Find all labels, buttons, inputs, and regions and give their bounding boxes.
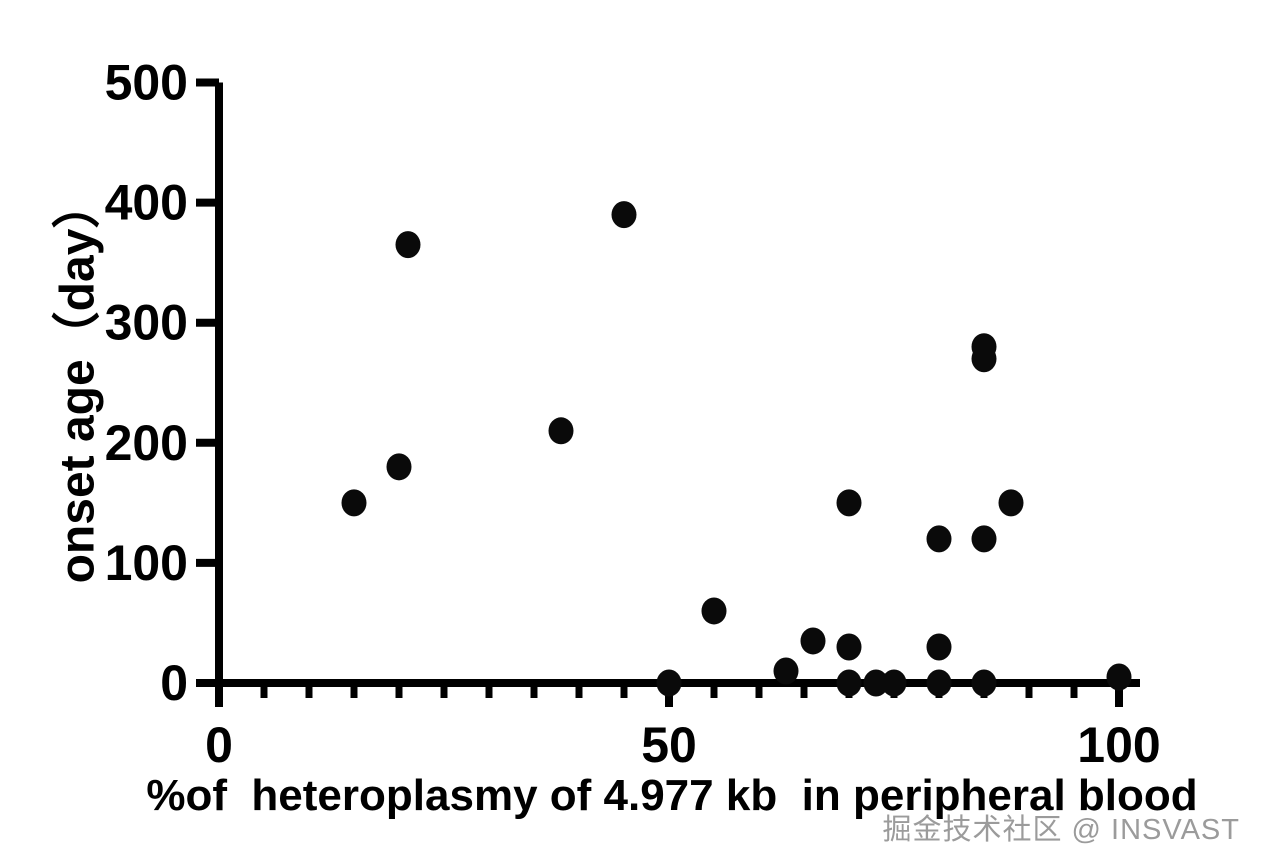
data-point bbox=[548, 417, 574, 445]
data-point bbox=[395, 231, 421, 259]
data-point bbox=[863, 669, 889, 697]
y-tick-label: 200 bbox=[105, 415, 188, 471]
y-tick-label: 300 bbox=[105, 295, 188, 351]
data-point bbox=[971, 525, 997, 553]
watermark: 掘金技术社区 @ INSVAST bbox=[882, 814, 1240, 846]
data-point bbox=[836, 489, 862, 517]
data-point bbox=[926, 525, 952, 553]
data-point bbox=[971, 669, 997, 697]
data-point bbox=[836, 633, 862, 661]
y-axis-title: onset age（day） bbox=[52, 181, 105, 584]
data-point bbox=[386, 453, 412, 481]
data-point bbox=[971, 333, 997, 361]
data-point bbox=[656, 669, 682, 697]
data-point bbox=[773, 657, 799, 685]
data-point bbox=[611, 201, 637, 229]
data-point bbox=[1106, 663, 1132, 691]
x-tick-label: 50 bbox=[641, 717, 697, 773]
y-tick-label: 400 bbox=[105, 175, 188, 231]
data-point bbox=[926, 633, 952, 661]
y-tick-label: 0 bbox=[160, 655, 188, 711]
x-tick-label: 0 bbox=[205, 717, 233, 773]
data-point bbox=[881, 669, 907, 697]
x-axis-title: %of heteroplasmy of 4.977 kb in peripher… bbox=[146, 771, 1197, 820]
y-tick-label: 500 bbox=[105, 55, 188, 111]
x-tick-label: 100 bbox=[1077, 717, 1160, 773]
data-point bbox=[926, 669, 952, 697]
y-tick-label: 100 bbox=[105, 535, 188, 591]
data-point bbox=[341, 489, 367, 517]
data-point bbox=[800, 627, 826, 655]
data-point bbox=[998, 489, 1024, 517]
data-point bbox=[701, 597, 727, 625]
data-point bbox=[836, 669, 862, 697]
